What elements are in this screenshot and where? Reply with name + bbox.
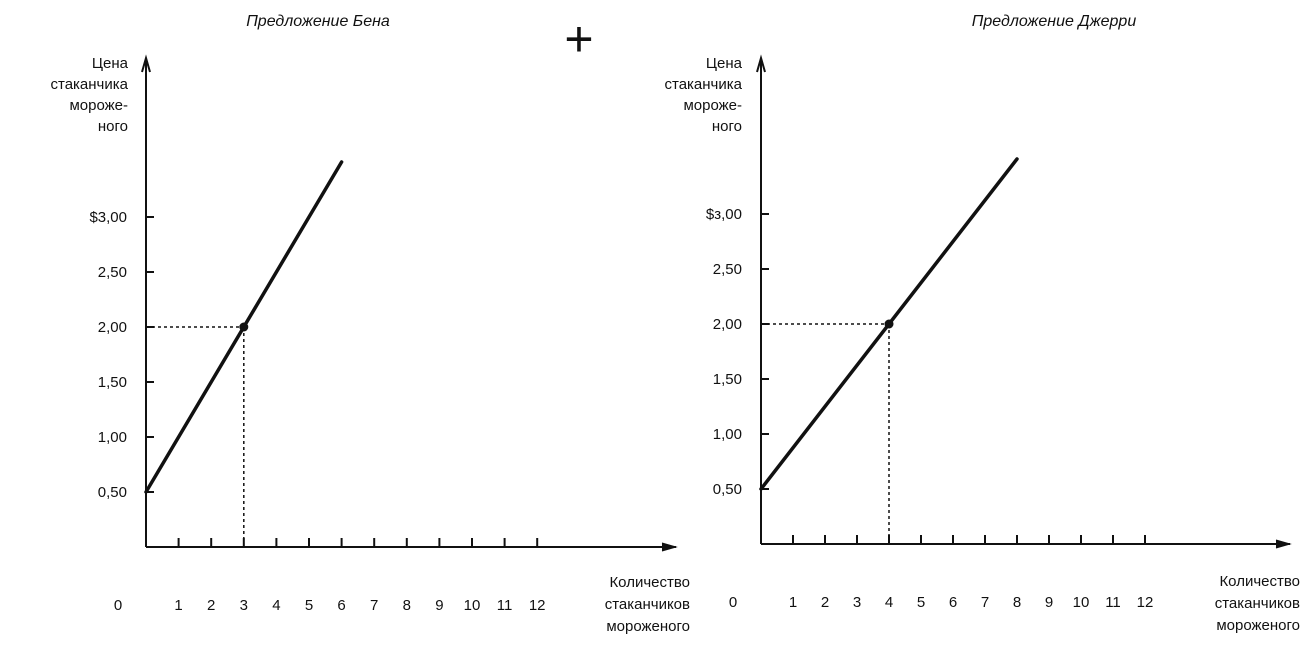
x-tick-label: 5 <box>305 597 313 614</box>
y-tick-label: 0,50 <box>98 484 127 501</box>
chart-title: Предложение Джерри <box>972 13 1137 30</box>
y-tick-label: 2,50 <box>98 264 127 281</box>
plus-sign: + <box>564 11 593 67</box>
y-axis-label-line: Цена <box>706 55 743 72</box>
x-tick-label: 8 <box>1013 594 1021 611</box>
x-tick-label: 2 <box>821 594 829 611</box>
x-tick-label: 11 <box>1105 594 1121 611</box>
y-tick-label: 1,50 <box>98 374 127 391</box>
x-tick-label: 3 <box>240 597 248 614</box>
x-tick-label: 1 <box>174 597 182 614</box>
y-axis-label-line: мороже- <box>683 97 742 114</box>
y-axis-label-line: стаканчика <box>51 76 129 93</box>
x-tick-label: 4 <box>885 594 893 611</box>
x-tick-label: 12 <box>529 597 546 614</box>
highlight-point <box>239 322 249 332</box>
y-tick-label: $3,00 <box>89 209 127 226</box>
y-tick-label: 2,50 <box>713 261 742 278</box>
y-tick-label: 1,00 <box>713 426 742 443</box>
x-tick-label: 9 <box>435 597 443 614</box>
y-axis-label-line: Цена <box>92 55 129 72</box>
x-axis-label-line: мороженого <box>606 618 690 635</box>
x-tick-label: 4 <box>272 597 280 614</box>
y-axis-arrow <box>141 54 151 73</box>
x-tick-label: 5 <box>917 594 925 611</box>
chart-title: Предложение Бена <box>246 13 390 30</box>
y-tick-label: 1,50 <box>713 371 742 388</box>
x-axis-label-line: Количество <box>609 574 690 591</box>
chart-jerry-supply: Предложение Джерри Цена стаканчика мороже-н… <box>665 13 1301 634</box>
x-tick-label: 2 <box>207 597 215 614</box>
x-axis-label-line: стаканчиков <box>1215 595 1300 612</box>
x-tick-label: 12 <box>1137 594 1154 611</box>
x-axis-label-line: Количество <box>1219 573 1300 590</box>
x-axis-arrow <box>1275 539 1292 549</box>
y-tick-label: 2,00 <box>98 319 127 336</box>
x-tick-label: 6 <box>949 594 957 611</box>
x-tick-label: 9 <box>1045 594 1053 611</box>
y-axis-label-line: ного <box>712 118 742 135</box>
x-tick-label: 3 <box>853 594 861 611</box>
y-axis-label-line: стаканчика <box>665 76 743 93</box>
x-tick-label: 11 <box>497 597 513 614</box>
x-tick-label: 1 <box>789 594 797 611</box>
x-tick-label: 7 <box>981 594 989 611</box>
x-axis-label-line: стаканчиков <box>605 596 690 613</box>
y-tick-label: 1,00 <box>98 429 127 446</box>
x-axis-arrow <box>661 542 678 552</box>
x-tick-label: 6 <box>337 597 345 614</box>
x-tick-label: 10 <box>1073 594 1090 611</box>
x-tick-label: 8 <box>403 597 411 614</box>
y-axis-label-line: мороже- <box>69 97 128 114</box>
y-tick-label: $з,00 <box>706 206 742 223</box>
chart-ben-supply: Предложение Бена Цена стаканчика мороже-ног… <box>51 13 691 635</box>
origin-label: 0 <box>114 597 122 614</box>
y-tick-label: 0,50 <box>713 481 742 498</box>
x-axis-label-line: мороженого <box>1216 617 1300 634</box>
x-tick-label: 7 <box>370 597 378 614</box>
y-axis-arrow <box>756 54 766 73</box>
x-tick-label: 10 <box>464 597 481 614</box>
y-axis-label-line: ного <box>98 118 128 135</box>
highlight-point <box>884 319 894 329</box>
y-tick-label: 2,00 <box>713 316 742 333</box>
origin-label: 0 <box>729 594 737 611</box>
